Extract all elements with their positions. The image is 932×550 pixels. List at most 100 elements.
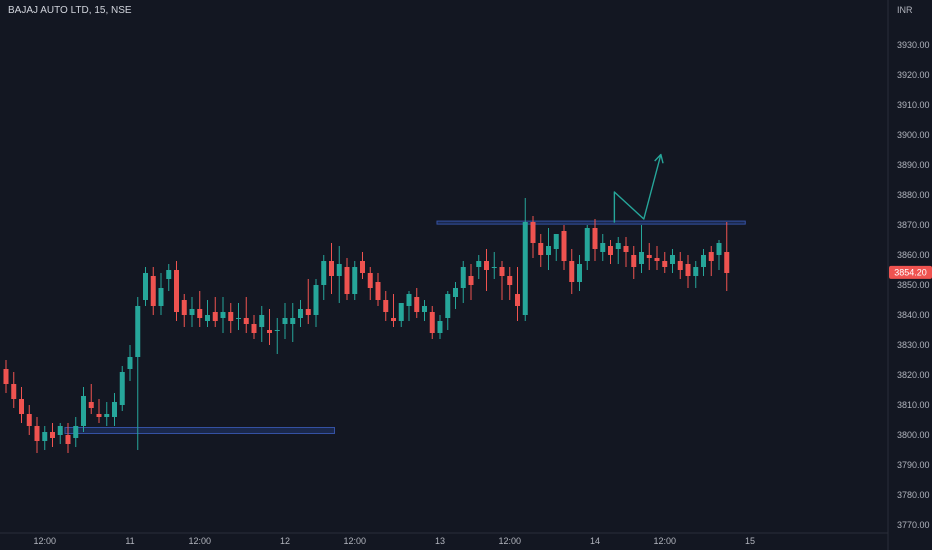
- x-tick-label: 15: [745, 536, 755, 546]
- candle: [19, 387, 24, 423]
- candle: [274, 318, 280, 354]
- candle-body: [662, 261, 668, 267]
- candle: [290, 303, 296, 342]
- candle-body: [336, 264, 342, 276]
- candle-body: [693, 267, 699, 276]
- candle-body: [677, 261, 683, 270]
- candle-body: [26, 414, 32, 426]
- candle: [639, 225, 644, 273]
- candle-body: [530, 222, 536, 243]
- candle-body: [515, 294, 520, 306]
- candle-body: [50, 432, 55, 438]
- candle-body: [166, 270, 172, 279]
- candle-body: [127, 357, 133, 369]
- candle-body: [181, 300, 187, 315]
- candle: [367, 267, 373, 300]
- candle-body: [65, 435, 71, 444]
- candle-body: [104, 414, 110, 417]
- candle-body: [321, 261, 327, 285]
- candle: [499, 261, 505, 300]
- candle-body: [329, 261, 334, 276]
- x-tick-label: 12:00: [343, 536, 366, 546]
- candle: [437, 315, 443, 339]
- candle-body: [135, 306, 141, 357]
- candle-body: [174, 270, 179, 312]
- candle-body: [716, 243, 722, 255]
- y-tick-label: 3930.00: [897, 40, 930, 50]
- candle: [677, 252, 683, 279]
- candle: [96, 399, 102, 423]
- candle-body: [553, 234, 559, 249]
- candle-body: [375, 282, 381, 300]
- y-tick-label: 3830.00: [897, 340, 930, 350]
- candle: [298, 300, 303, 327]
- candle-body: [236, 318, 241, 319]
- x-tick-label: 12:00: [188, 536, 211, 546]
- candle: [42, 426, 48, 450]
- candle-body: [724, 252, 730, 273]
- candle: [406, 291, 412, 321]
- candle: [81, 387, 86, 432]
- candle-body: [654, 258, 660, 261]
- candle-body: [360, 261, 365, 273]
- candle: [212, 297, 218, 327]
- candle: [243, 297, 249, 333]
- candle: [3, 360, 9, 393]
- zone-rectangle-1: [64, 427, 335, 434]
- candle-body: [561, 231, 567, 261]
- candle-body: [406, 294, 412, 306]
- candle-body: [228, 312, 234, 321]
- candle: [135, 297, 141, 450]
- y-tick-label: 3770.00: [897, 520, 930, 530]
- candle: [150, 267, 156, 315]
- candle: [352, 261, 358, 300]
- candle: [608, 240, 613, 264]
- candle-body: [150, 276, 156, 306]
- candle: [391, 294, 396, 327]
- candle-body: [670, 255, 675, 264]
- candle: [174, 261, 179, 321]
- candle: [259, 306, 265, 342]
- candle: [65, 423, 71, 453]
- candle-body: [623, 246, 629, 252]
- candle: [693, 261, 699, 288]
- candle-body: [267, 330, 272, 333]
- candle-body: [639, 252, 644, 264]
- candle: [321, 255, 327, 300]
- currency-label: INR: [897, 5, 913, 15]
- y-tick-label: 3800.00: [897, 430, 930, 440]
- candle-body: [3, 369, 9, 384]
- candle: [104, 402, 110, 426]
- candle: [88, 384, 94, 414]
- candle-body: [119, 372, 125, 405]
- x-tick-label: 12:00: [653, 536, 676, 546]
- y-tick-label: 3820.00: [897, 370, 930, 380]
- candle-body: [484, 261, 489, 270]
- candle: [623, 237, 629, 267]
- candle-body: [96, 414, 102, 417]
- candle: [197, 291, 203, 327]
- candle-body: [414, 297, 420, 312]
- candle: [220, 297, 226, 333]
- y-tick-label: 3810.00: [897, 400, 930, 410]
- candle: [716, 240, 722, 270]
- candle: [336, 246, 342, 303]
- y-tick-label: 3900.00: [897, 130, 930, 140]
- candle: [546, 228, 551, 270]
- candle: [670, 249, 675, 273]
- candle-body: [81, 396, 86, 426]
- candle: [662, 252, 668, 273]
- candle-body: [499, 267, 505, 276]
- candle: [305, 279, 311, 324]
- candle: [50, 423, 55, 447]
- candle: [429, 306, 435, 339]
- candle-body: [422, 306, 427, 312]
- candle-body: [282, 318, 288, 324]
- candle: [73, 417, 79, 447]
- x-tick-label: 12:00: [498, 536, 521, 546]
- candle: [158, 273, 164, 315]
- x-tick-label: 11: [125, 536, 134, 546]
- candle: [507, 267, 513, 300]
- candle-body: [600, 243, 606, 252]
